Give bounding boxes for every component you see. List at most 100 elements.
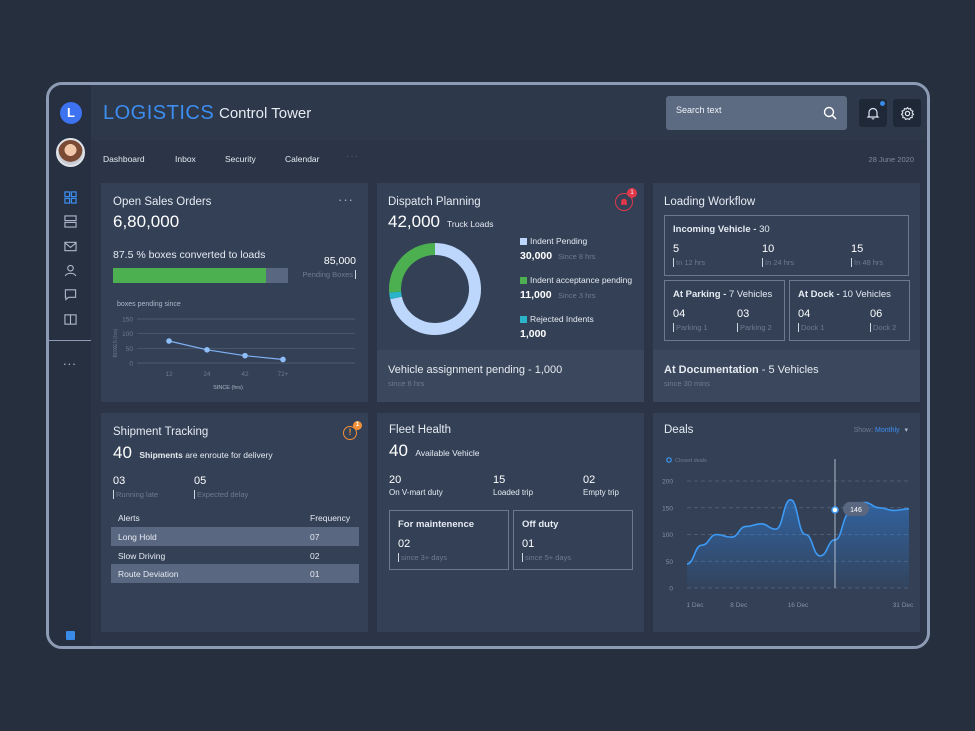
table-row[interactable]: Route Deviation 01: [111, 564, 359, 583]
card-title: Dispatch Planning: [388, 196, 481, 208]
legend-label: Indent Pending: [530, 236, 588, 246]
parking-1-value: 04: [673, 308, 686, 320]
tab-calendar[interactable]: Calendar: [285, 154, 320, 164]
y-tick-label: 150: [122, 317, 133, 324]
y-tick-label: 100: [122, 331, 133, 338]
dock-1-label: Dock 1: [798, 323, 824, 332]
data-point: [204, 347, 210, 353]
bell-icon: [866, 107, 880, 120]
gear-icon: [900, 106, 914, 120]
vmart-duty-label: On V-mart duty: [389, 488, 443, 497]
table-row[interactable]: Slow Driving 02: [111, 546, 359, 565]
expected-delay-value: 05: [194, 475, 207, 487]
mail-icon[interactable]: [62, 238, 78, 254]
dashboard-icon[interactable]: [62, 189, 78, 205]
truck-loads-unit: Truck Loads: [447, 219, 494, 229]
legend-label: Closed deals: [675, 458, 707, 464]
alert-bell-button[interactable]: 1: [615, 188, 637, 211]
user-avatar[interactable]: [56, 138, 85, 167]
chat-icon[interactable]: [62, 286, 78, 302]
shipment-tracking-card: Shipment Tracking ! 1 40 Shipments are e…: [101, 413, 368, 632]
search-input[interactable]: [676, 105, 816, 115]
conversion-text: 87.5 % boxes converted to loads: [113, 249, 266, 261]
alert-frequency: 07: [310, 532, 320, 542]
maintenance-value: 02: [398, 538, 411, 550]
parking-count: 7 Vehicles: [728, 289, 773, 300]
more-options-icon[interactable]: ···: [338, 192, 354, 207]
tab-dashboard[interactable]: Dashboard: [103, 154, 145, 164]
boxes-pending-chart: 0 50 100 150 12 24 42 72+ SINCE (hrs) BOXES (hrs): [113, 317, 355, 391]
dock-box[interactable]: At Dock - 10 Vehicles 04 Dock 1 06 Dock …: [789, 280, 910, 341]
dock-2-value: 06: [870, 308, 883, 320]
x-tick-label: 12: [165, 371, 173, 378]
running-late-label: Running late: [113, 490, 158, 499]
table-body: Long Hold 07 Slow Driving 02 Route Deviation…: [111, 527, 359, 583]
alerts-column-header: Alerts: [118, 513, 140, 523]
available-label: Available Vehicle: [415, 448, 480, 458]
card-title: Fleet Health: [389, 424, 452, 436]
dock-1-value: 04: [798, 308, 811, 320]
more-icon[interactable]: ...: [63, 353, 77, 368]
dock-2-label: Dock 2: [870, 323, 896, 332]
incoming-12h-value: 5: [673, 243, 680, 255]
notifications-button[interactable]: [859, 99, 887, 127]
legend-value: 1,000: [520, 328, 547, 340]
tabs-more-icon[interactable]: ···: [346, 151, 359, 162]
legend-label: Rejected Indents: [530, 314, 594, 324]
y-tick-label: 100: [662, 532, 673, 539]
legend-label: Indent acceptance pending: [530, 275, 633, 285]
line-chart-title: boxes pending since: [117, 301, 181, 308]
tooltip-bubble: [843, 501, 869, 516]
tab-security[interactable]: Security: [225, 154, 256, 164]
app-name: LOGISTICS: [103, 102, 215, 124]
search-icon[interactable]: [823, 106, 837, 120]
list-icon[interactable]: [62, 213, 78, 229]
table-row[interactable]: Long Hold 07: [111, 527, 359, 546]
collapse-icon[interactable]: [66, 631, 75, 640]
loaded-trip-value: 15: [493, 474, 506, 486]
vehicle-assignment-sub: since 6 hrs: [388, 379, 425, 388]
book-icon[interactable]: [62, 311, 78, 327]
documentation-bar[interactable]: At Documentation - 5 Vehicles since 30 m…: [653, 350, 920, 402]
off-duty-box[interactable]: Off duty 01 since 5+ days: [513, 510, 633, 570]
alert-count-badge: 1: [627, 188, 637, 198]
search-box[interactable]: [666, 96, 847, 130]
empty-trip-label: Empty trip: [583, 488, 620, 497]
incoming-label: Incoming Vehicle -: [673, 224, 760, 235]
x-tick-label: 24: [203, 371, 211, 378]
incoming-12h-label: In 12 hrs: [673, 258, 705, 267]
dock-label: At Dock -: [798, 289, 843, 300]
parking-2-value: 03: [737, 308, 750, 320]
card-title: Deals: [664, 424, 694, 436]
legend-marker: [666, 457, 672, 463]
card-title: Open Sales Orders: [113, 196, 212, 208]
user-icon[interactable]: [62, 262, 78, 278]
period-select[interactable]: Show: Monthly ▾: [854, 426, 908, 434]
maintenance-box[interactable]: For maintenence 02 since 3+ days: [389, 510, 509, 570]
off-duty-title: Off duty: [522, 519, 559, 530]
incoming-vehicle-box[interactable]: Incoming Vehicle - 30 5 In 12 hrs 10 In …: [664, 215, 909, 276]
x-tick-label: 1 Dec: [687, 602, 705, 609]
tab-inbox[interactable]: Inbox: [175, 154, 196, 164]
legend-swatch: [520, 277, 527, 284]
nav-tabs: Dashboard Inbox Security Calendar ··· 28…: [91, 140, 927, 178]
warning-icon[interactable]: ! 1: [343, 421, 362, 440]
alert-frequency: 02: [310, 550, 320, 561]
documentation-sub: since 30 mins: [664, 379, 710, 388]
sales-value: 6,80,000: [113, 212, 180, 231]
running-late-value: 03: [113, 475, 126, 487]
settings-button[interactable]: [893, 99, 921, 127]
loading-workflow-card: Loading Workflow Incoming Vehicle - 30 5…: [653, 183, 920, 402]
x-tick-label: 8 Dec: [730, 602, 748, 609]
vehicle-assignment-bar[interactable]: Vehicle assignment pending - 1,000 since…: [377, 350, 644, 402]
incoming-24h-value: 10: [762, 243, 775, 255]
pending-label: Pending Boxes: [303, 270, 356, 279]
parking-1-label: Parking 1: [673, 323, 708, 332]
y-tick-label: 150: [662, 505, 673, 512]
table-header: Alerts Frequency: [111, 509, 359, 527]
shipments-label: Shipments: [139, 450, 183, 460]
parking-box[interactable]: At Parking - 7 Vehicles 04 Parking 1 03 …: [664, 280, 785, 341]
tooltip-value: 146: [850, 507, 862, 514]
maintenance-sub: since 3+ days: [398, 553, 447, 562]
open-sales-card: Open Sales Orders ··· 6,80,000 87.5 % bo…: [101, 183, 368, 402]
